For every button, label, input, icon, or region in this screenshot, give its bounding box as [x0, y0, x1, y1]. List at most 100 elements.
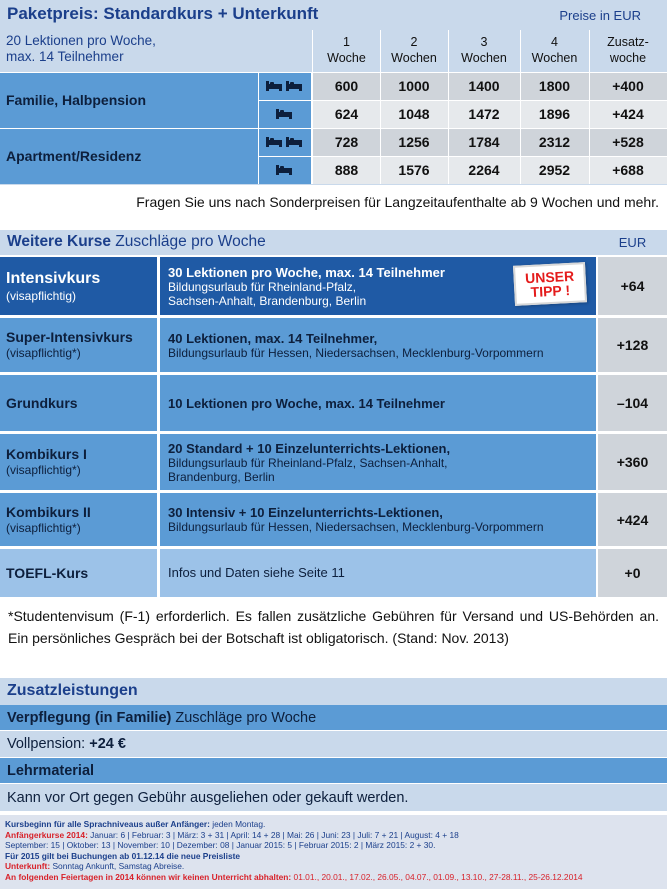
course-desc-cell: 10 Lektionen pro Woche, max. 14 Teilnehm… — [160, 375, 596, 431]
price-cell: 1896 — [520, 100, 589, 128]
weitere-kurse-title: Weitere Kurse Zuschläge pro Woche — [7, 233, 266, 251]
course-price: +424 — [598, 493, 667, 546]
course-price: +0 — [598, 549, 667, 597]
single-room-icon — [258, 156, 311, 184]
course-visa-note: (visapflichtig) — [6, 288, 77, 303]
weitere-kurse-title-rest: Zuschläge pro Woche — [110, 233, 266, 250]
unser-tipp-badge: UNSER TIPP ! — [513, 262, 587, 306]
vollpension-value: +24 € — [89, 736, 126, 752]
course-price: +64 — [598, 257, 667, 315]
paket-subtitle: 20 Lektionen pro Woche, max. 14 Teilnehm… — [6, 33, 306, 65]
verpflegung-row: Verpflegung (in Familie) Zuschläge pro W… — [0, 705, 667, 730]
course-visa-note: (visapflichtig*) — [6, 520, 81, 535]
grid-divider — [0, 184, 667, 185]
double-room-icon — [258, 72, 311, 100]
course-price: –104 — [598, 375, 667, 431]
course-desc-line2: Bildungsurlaub für Hessen, Niedersachsen… — [168, 345, 544, 360]
col-header-top: 4 — [551, 35, 558, 49]
lehrmaterial-row: Lehrmaterial — [0, 758, 667, 783]
course-desc-line2: Bildungsurlaub für Rheinland-Pfalz, Sach… — [168, 455, 448, 470]
sonderpreise-note: Fragen Sie uns nach Sonderpreisen für La… — [136, 194, 659, 210]
col-header-bottom: Wochen — [461, 51, 507, 65]
course-price: +128 — [598, 318, 667, 372]
footer-line3: September: 15 | Oktober: 13 | November: … — [5, 840, 436, 851]
price-cell: 1576 — [380, 156, 448, 184]
course-name: Intensivkurs — [6, 269, 101, 287]
zusatzleistungen-title: Zusatzleistungen — [7, 682, 138, 699]
course-row-kombikurs-2: Kombikurs II (visapflichtig*) 30 Intensi… — [0, 493, 667, 546]
footer-line1-text: jeden Montag. — [209, 819, 266, 829]
group-label-apartment: Apartment/Residenz — [0, 128, 258, 184]
price-cell: +688 — [589, 156, 667, 184]
course-price: +360 — [598, 434, 667, 490]
vollpension-row: Vollpension: +24 € — [0, 731, 667, 757]
course-desc-line3: Sachsen-Anhalt, Brandenburg, Berlin — [168, 293, 367, 308]
col-header-bottom: Woche — [327, 51, 366, 65]
course-name: Grundkurs — [6, 394, 78, 411]
course-desc-line3: Brandenburg, Berlin — [168, 469, 275, 484]
visa-footnote: *Studentenvisum (F-1) erforderlich. Es f… — [8, 608, 659, 646]
badge-text: UNSER TIPP ! — [525, 268, 575, 300]
weitere-kurse-header: Weitere Kurse Zuschläge pro Woche EUR — [0, 230, 667, 255]
price-cell: 2312 — [520, 128, 589, 156]
price-cell: 2952 — [520, 156, 589, 184]
course-desc-cell: 40 Lektionen, max. 14 Teilnehmer, Bildun… — [160, 318, 596, 372]
paket-subtitle-line2: max. 14 Teilnehmer — [6, 49, 124, 64]
course-desc-line1: 40 Lektionen, max. 14 Teilnehmer, — [168, 330, 378, 346]
col-header-bottom: woche — [609, 51, 647, 65]
paket-subtitle-line1: 20 Lektionen pro Woche, — [6, 33, 156, 48]
course-name-cell: TOEFL-Kurs — [0, 549, 157, 597]
grid-divider — [0, 72, 667, 73]
footer-line6-label: An folgenden Feiertagen in 2014 können w… — [5, 871, 292, 882]
paket-subheader: 20 Lektionen pro Woche, max. 14 Teilnehm… — [0, 30, 667, 72]
grid-divider — [448, 30, 449, 184]
footer-line5-text: Sonntag Ankunft, Samstag Abreise. — [50, 861, 185, 872]
col-header-4-wochen: 4 Wochen — [520, 30, 589, 72]
price-cell: +400 — [589, 72, 667, 100]
course-name: TOEFL-Kurs — [6, 564, 89, 581]
price-cell: 1000 — [380, 72, 448, 100]
vollpension-label: Vollpension: — [7, 736, 90, 752]
course-desc-cell: 20 Standard + 10 Einzelunterrichts-Lekti… — [160, 434, 596, 490]
course-row-grundkurs: Grundkurs 10 Lektionen pro Woche, max. 1… — [0, 375, 667, 431]
course-desc-cell: Infos und Daten siehe Seite 11 — [160, 549, 596, 597]
price-cell: 600 — [313, 72, 380, 100]
course-name-cell: Kombikurs I (visapflichtig*) — [0, 434, 157, 490]
col-header-bottom: Wochen — [531, 51, 578, 65]
price-cell: 1800 — [520, 72, 589, 100]
footer-line6-text: 01.01., 20.01., 17.02., 26.05., 04.07., … — [291, 871, 583, 882]
price-cell: 888 — [313, 156, 380, 184]
course-desc-line1: 20 Standard + 10 Einzelunterrichts-Lekti… — [168, 440, 451, 456]
grid-divider — [520, 30, 521, 184]
col-header-top: 1 — [343, 35, 350, 49]
col-header-2-wochen: 2 Wochen — [380, 30, 448, 72]
course-name: Kombikurs I — [6, 446, 87, 462]
price-cell: 1784 — [448, 128, 520, 156]
price-cell: +424 — [589, 100, 667, 128]
price-cell: 1256 — [380, 128, 448, 156]
price-cell: 2264 — [448, 156, 520, 184]
course-desc-line2: Bildungsurlaub für Hessen, Niedersachsen… — [168, 520, 544, 534]
double-room-icon — [258, 128, 311, 156]
col-header-zusatzwoche: Zusatz- woche — [589, 30, 667, 72]
course-name-cell: Grundkurs — [0, 375, 157, 431]
course-desc-cell: 30 Intensiv + 10 Einzelunterrichts-Lekti… — [160, 493, 596, 546]
col-header-top: 3 — [480, 35, 488, 49]
grid-divider — [258, 100, 667, 101]
paket-header: Paketpreis: Standardkurs + Unterkunft Pr… — [0, 0, 667, 30]
footer-line1-label: Kursbeginn für alle Sprachniveaus außer … — [5, 819, 210, 829]
col-header-bottom: Wochen — [391, 51, 437, 65]
paket-currency: Preise in EUR — [559, 8, 641, 23]
col-header-1-woche: 1 Woche — [313, 30, 380, 72]
col-header-top: 2 — [410, 35, 418, 49]
group-label-familie: Familie, Halbpension — [0, 72, 258, 128]
price-cell: 728 — [313, 128, 380, 156]
paket-title: Paketpreis: Standardkurs + Unterkunft — [7, 4, 319, 23]
zusatzleistungen-header: Zusatzleistungen — [0, 678, 667, 705]
weitere-kurse-title-bold: Weitere Kurse — [7, 233, 111, 250]
course-row-toefl: TOEFL-Kurs Infos und Daten siehe Seite 1… — [0, 549, 667, 597]
verpflegung-rest: Zuschläge pro Woche — [171, 709, 317, 726]
footer-line2-text: Januar: 6 | Februar: 3 | März: 3 + 31 | … — [87, 829, 459, 840]
price-cell: 1048 — [380, 100, 448, 128]
course-name-cell: Super-Intensivkurs (visapflichtig*) — [0, 318, 157, 372]
